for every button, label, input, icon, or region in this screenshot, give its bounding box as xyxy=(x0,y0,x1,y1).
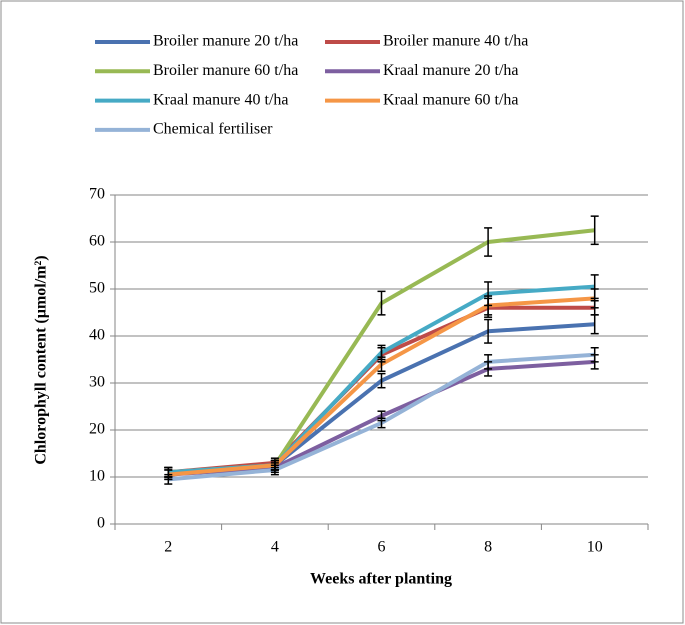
legend-label: Kraal manure 20 t/ha xyxy=(383,62,519,79)
error-bar xyxy=(377,417,386,429)
legend-label: Kraal manure 60 t/ha xyxy=(383,91,519,108)
error-bar xyxy=(270,464,279,476)
legend-label: Kraal manure 40 t/ha xyxy=(153,91,289,108)
legend-label: Chemical fertiliser xyxy=(153,121,273,138)
error-bar xyxy=(377,372,386,389)
y-tick-label: 70 xyxy=(89,186,105,203)
error-bar xyxy=(377,290,386,316)
y-tick-label: 40 xyxy=(89,327,105,344)
legend-label: Broiler manure 20 t/ha xyxy=(153,33,298,50)
x-tick-label: 6 xyxy=(378,539,386,556)
y-tick-label: 0 xyxy=(97,515,105,532)
x-tick-label: 10 xyxy=(587,539,603,556)
y-tick-label: 10 xyxy=(89,468,105,485)
error-bar xyxy=(590,347,599,363)
error-bar xyxy=(377,356,386,372)
y-tick-label: 30 xyxy=(89,374,105,391)
error-bar xyxy=(164,473,173,485)
error-bar xyxy=(590,288,599,309)
x-axis-label: Weeks after planting xyxy=(310,571,452,588)
error-bar xyxy=(484,354,493,370)
y-tick-label: 50 xyxy=(89,280,105,297)
x-tick-label: 4 xyxy=(271,539,279,556)
x-tick-label: 2 xyxy=(164,539,172,556)
legend-label: Broiler manure 60 t/ha xyxy=(153,62,298,79)
legend-label: Broiler manure 40 t/ha xyxy=(383,33,528,50)
error-bar xyxy=(484,295,493,316)
error-bar xyxy=(484,318,493,344)
y-tick-label: 60 xyxy=(89,233,105,250)
y-axis-label: Chlorophyll content (µmol/m²) xyxy=(33,255,50,464)
error-bar xyxy=(484,227,493,257)
y-tick-label: 20 xyxy=(89,421,105,438)
x-tick-label: 8 xyxy=(484,539,492,556)
error-bar xyxy=(590,215,599,246)
